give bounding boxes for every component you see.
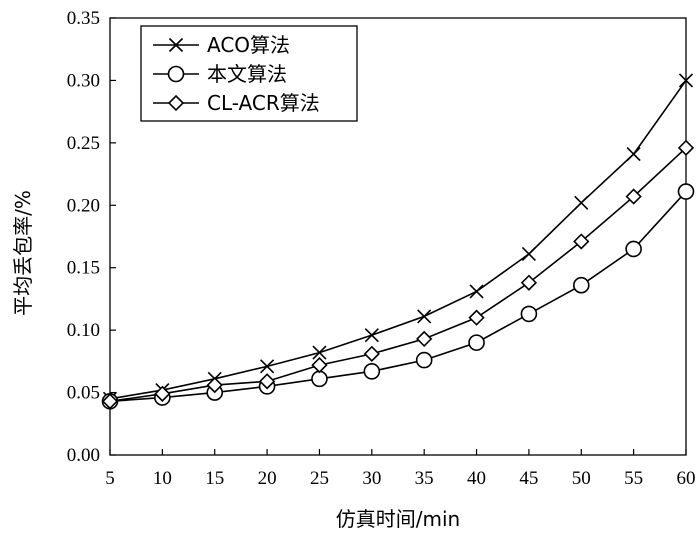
- legend-marker-circle: [167, 65, 185, 83]
- data-point-diamond: [101, 393, 119, 410]
- data-point-diamond: [416, 330, 433, 348]
- x-tick-label: 10: [153, 468, 172, 489]
- data-point-x: [678, 73, 694, 88]
- x-tick-label: 55: [624, 468, 643, 489]
- data-point-diamond: [677, 139, 695, 156]
- data-point-x: [626, 147, 641, 162]
- data-point-x: [417, 309, 432, 324]
- data-point-circle: [311, 370, 328, 388]
- data-point-diamond: [573, 233, 590, 250]
- data-point-x: [260, 359, 275, 374]
- series-line: [109, 79, 687, 400]
- data-point-x: [364, 328, 379, 343]
- legend-label: 本文算法: [207, 62, 287, 86]
- data-point-diamond: [154, 385, 171, 402]
- legend-label: CL-ACR算法: [207, 91, 320, 115]
- data-point-circle: [677, 183, 695, 200]
- data-point-diamond: [468, 309, 485, 326]
- data-point-circle: [468, 334, 485, 351]
- y-axis-title: 平均丢包率/%: [11, 190, 35, 316]
- y-tick-label: 0.15: [67, 258, 100, 279]
- x-tick-label: 15: [205, 468, 224, 489]
- y-axis: 0.00 0.05 0.10 0.15 0.20 0.25 0.30 0.35: [67, 8, 116, 466]
- data-point-circle: [415, 351, 433, 369]
- y-tick-label: 0.35: [67, 8, 100, 29]
- plot-border: [109, 17, 687, 456]
- y-tick-label: 0.10: [67, 320, 100, 341]
- data-point-x: [469, 284, 484, 299]
- y-tick-label: 0.30: [67, 70, 100, 91]
- series-2: [101, 183, 695, 410]
- data-point-diamond: [258, 373, 276, 390]
- legend-marker-diamond: [167, 94, 185, 112]
- x-axis-title: 仿真时间/min: [336, 507, 460, 531]
- series-1: [102, 73, 694, 406]
- data-point-diamond: [311, 356, 328, 374]
- data-point-diamond: [363, 345, 380, 362]
- x-tick-label: 50: [572, 468, 591, 489]
- x-tick-label: 25: [310, 468, 329, 489]
- data-point-circle: [572, 276, 590, 294]
- x-tick-label: 20: [258, 468, 277, 489]
- data-point-diamond: [206, 376, 223, 394]
- x-axis: 5 10 15 20 25 30 35 40 45 50 55 60: [105, 449, 696, 489]
- plot-frame: [109, 17, 687, 456]
- y-tick-label: 0.25: [67, 133, 100, 154]
- data-point-x: [312, 345, 327, 360]
- x-tick-label: 60: [677, 468, 696, 489]
- x-tick-label: 40: [467, 468, 486, 489]
- data-point-circle: [520, 305, 538, 323]
- x-tick-label: 5: [105, 468, 115, 489]
- data-point-diamond: [520, 274, 538, 291]
- legend-marker-x: [168, 37, 184, 53]
- data-point-diamond: [625, 188, 642, 205]
- legend-label: ACO算法: [207, 33, 290, 57]
- series-line: [109, 191, 687, 403]
- data-point-x: [521, 246, 536, 262]
- y-tick-label: 0.00: [67, 445, 100, 466]
- data-point-x: [574, 195, 589, 210]
- data-point-circle: [363, 363, 381, 380]
- x-tick-label: 35: [415, 468, 434, 489]
- y-tick-label: 0.05: [67, 383, 100, 404]
- series-line: [109, 147, 687, 403]
- series-3: [101, 139, 695, 410]
- y-tick-label: 0.20: [67, 195, 100, 216]
- series-layer: [101, 73, 695, 410]
- data-point-circle: [625, 240, 642, 258]
- x-tick-label: 30: [362, 468, 381, 489]
- x-tick-label: 45: [519, 468, 538, 489]
